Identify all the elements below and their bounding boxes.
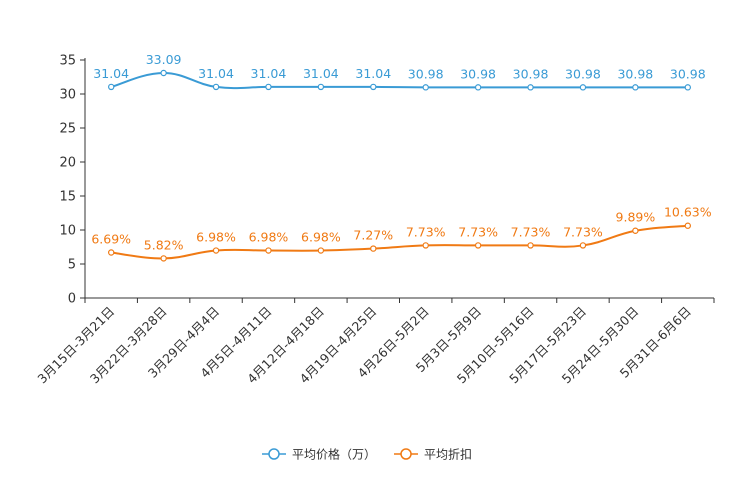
series-line <box>111 224 688 260</box>
data-point <box>474 84 482 91</box>
data-label: 7.73% <box>406 224 446 239</box>
data-point <box>160 69 167 77</box>
data-point <box>422 84 429 91</box>
data-label: 33.09 <box>146 52 182 67</box>
data-label: 30.98 <box>460 66 496 81</box>
y-tick-label: 15 <box>59 190 76 205</box>
data-label: 30.98 <box>565 66 601 81</box>
data-label: 30.98 <box>408 66 444 81</box>
data-point <box>632 84 639 91</box>
data-point <box>474 242 482 249</box>
data-point <box>160 255 167 262</box>
data-point <box>527 84 534 91</box>
data-label: 10.63% <box>664 205 712 220</box>
data-point <box>265 83 272 91</box>
data-point <box>317 247 325 254</box>
axes: 051015202530353月15日-3月21日3月22日-3月28日3月29… <box>34 54 715 386</box>
series-layer: 31.04 33.09 31.04 31.04 31.04 31.04 30.98 30.98… <box>91 52 712 262</box>
y-tick-label: 10 <box>59 224 76 239</box>
data-label: 5.82% <box>144 237 184 252</box>
data-label: 30.98 <box>670 66 706 81</box>
legend-item-0[interactable]: 平均价格（万） <box>262 447 376 462</box>
data-point <box>422 242 429 249</box>
data-point <box>632 227 639 234</box>
y-tick-label: 0 <box>68 292 76 307</box>
data-label: 6.98% <box>301 230 341 245</box>
data-label: 30.98 <box>617 66 653 81</box>
legend-circle-icon <box>400 448 412 460</box>
series-0: 31.04 33.09 31.04 31.04 31.04 31.04 30.98 30.98… <box>93 52 706 91</box>
data-label: 9.89% <box>616 210 656 225</box>
y-tick-label: 20 <box>59 156 76 171</box>
series-1: 6.69% 5.82% 6.98% 6.98% 6.98% 7.27% 7.73% 7.73%… <box>91 205 712 262</box>
data-point <box>684 84 691 91</box>
y-tick-label: 25 <box>59 122 76 137</box>
legend-circle-icon <box>268 448 280 460</box>
data-label: 7.73% <box>511 224 551 239</box>
data-label: 7.73% <box>458 224 498 239</box>
data-point <box>684 222 691 229</box>
data-point <box>579 84 587 91</box>
data-point <box>212 247 220 254</box>
y-tick-label: 5 <box>68 258 76 273</box>
y-tick-label: 35 <box>59 54 76 69</box>
data-point <box>370 83 377 91</box>
data-point <box>527 242 534 249</box>
legend-label: 平均折扣 <box>424 447 472 462</box>
data-label: 6.69% <box>91 232 131 247</box>
y-tick-label: 30 <box>59 88 76 103</box>
data-label: 6.98% <box>196 230 236 245</box>
data-point <box>108 249 115 256</box>
data-label: 31.04 <box>303 66 339 81</box>
data-point <box>108 83 115 91</box>
legend-item-1[interactable]: 平均折扣 <box>394 447 472 462</box>
data-label: 31.04 <box>93 66 129 81</box>
legend[interactable]: 平均价格（万） 平均折扣 <box>262 447 472 462</box>
data-point <box>265 247 272 254</box>
data-label: 30.98 <box>513 66 549 81</box>
data-point <box>212 83 220 91</box>
data-label: 6.98% <box>249 230 289 245</box>
data-label: 31.04 <box>251 66 287 81</box>
data-label: 7.73% <box>563 224 603 239</box>
data-label: 31.04 <box>198 66 234 81</box>
data-label: 31.04 <box>355 66 391 81</box>
data-label: 7.27% <box>353 228 393 243</box>
data-point <box>317 83 325 91</box>
series-line <box>110 71 688 90</box>
legend-label: 平均价格（万） <box>292 447 376 462</box>
data-point <box>370 245 377 252</box>
data-point <box>579 242 587 249</box>
